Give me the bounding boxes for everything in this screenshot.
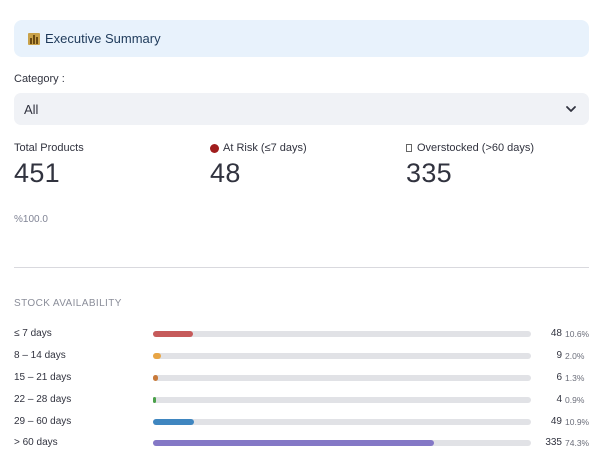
banner-title: Executive Summary	[45, 31, 161, 46]
stock-row: 8 – 14 days 9 2.0%	[14, 349, 590, 363]
stock-row: ≤ 7 days 48 10.6%	[14, 327, 590, 341]
metric-label: Total Products	[14, 142, 84, 154]
stock-row-label: > 60 days	[14, 437, 58, 448]
category-select[interactable]: All	[14, 93, 589, 125]
stock-row-percent: 2.0%	[565, 351, 585, 361]
stock-row-label: 15 – 21 days	[14, 372, 72, 383]
section-divider	[14, 267, 589, 268]
stock-bar-fill	[153, 331, 194, 337]
category-label: Category :	[14, 73, 65, 85]
stock-bar-fill	[153, 397, 157, 403]
stock-bar-fill	[153, 353, 161, 359]
stock-row-percent: 10.6%	[565, 329, 590, 339]
stock-availability-title: STOCK AVAILABILITY	[14, 298, 122, 309]
bar-chart-icon	[28, 32, 40, 45]
metric-overstocked: Overstocked (>60 days) 335	[406, 142, 534, 189]
stock-bar-track	[153, 353, 531, 359]
stock-row-percent: 74.3%	[565, 438, 590, 448]
metric-label: At Risk (≤7 days)	[223, 142, 307, 154]
stock-bar-fill	[153, 375, 158, 381]
red-circle-icon	[210, 143, 219, 153]
stock-row-label: 8 – 14 days	[14, 350, 66, 361]
metric-at-risk: At Risk (≤7 days) 48	[210, 142, 307, 189]
metric-value: 451	[14, 158, 60, 188]
stock-row: > 60 days 335 74.3%	[14, 436, 590, 450]
category-selected-value: All	[24, 101, 39, 117]
total-products-delta: %100.0	[14, 214, 48, 225]
stock-bar-track	[153, 331, 531, 337]
stock-row-percent: 1.3%	[565, 373, 585, 383]
stock-row: 15 – 21 days 6 1.3%	[14, 371, 590, 385]
stock-row-label: 29 – 60 days	[14, 416, 72, 427]
metric-label: Overstocked (>60 days)	[417, 142, 535, 154]
box-icon	[406, 144, 412, 152]
stock-row-count: 4	[556, 394, 562, 405]
stock-bar-track	[153, 419, 531, 425]
stock-row-count: 49	[550, 416, 562, 427]
stock-row-label: 22 – 28 days	[14, 394, 72, 405]
stock-row: 29 – 60 days 49 10.9%	[14, 415, 590, 429]
stock-row-count: 48	[550, 328, 562, 339]
metric-value: 48	[210, 158, 241, 188]
stock-bar-track	[153, 397, 531, 403]
chevron-down-icon	[565, 103, 577, 115]
stock-row-percent: 10.9%	[565, 417, 590, 427]
executive-summary-banner: Executive Summary	[14, 20, 589, 57]
stock-row: 22 – 28 days 4 0.9%	[14, 393, 590, 407]
stock-row-label: ≤ 7 days	[14, 328, 52, 339]
stock-row-count: 6	[556, 372, 562, 383]
stock-bar-track	[153, 440, 531, 446]
metric-total-products: Total Products 451	[14, 142, 84, 189]
stock-bar-fill	[153, 440, 434, 446]
metric-value: 335	[406, 158, 452, 188]
stock-bar-track	[153, 375, 531, 381]
stock-row-count: 9	[556, 350, 562, 361]
stock-bar-fill	[153, 419, 195, 425]
stock-row-count: 335	[545, 437, 562, 448]
stock-row-percent: 0.9%	[565, 395, 585, 405]
